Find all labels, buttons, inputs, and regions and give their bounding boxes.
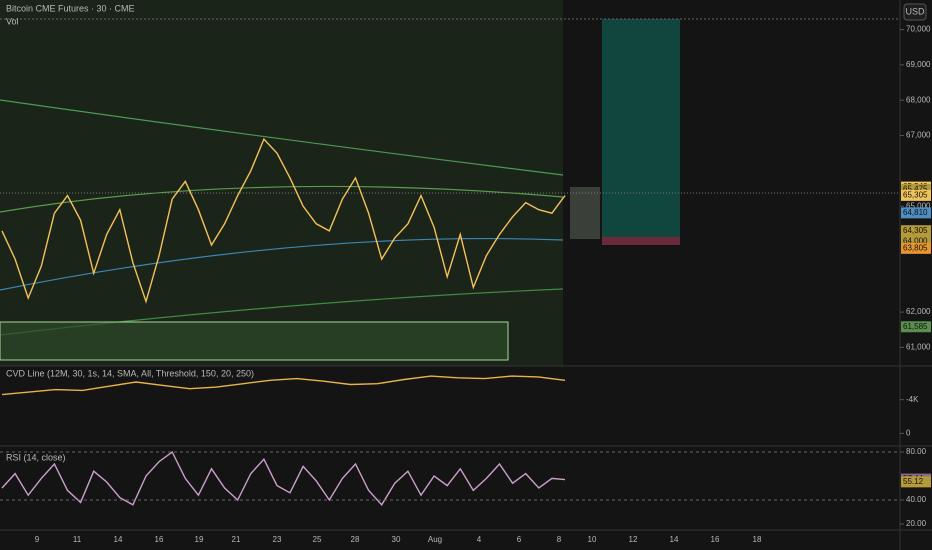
y-tick-label: 0 xyxy=(906,428,911,437)
date-label: 21 xyxy=(232,535,241,544)
date-label: 6 xyxy=(517,535,522,544)
volume-profile-box xyxy=(0,321,509,361)
date-label: 16 xyxy=(711,535,720,544)
date-label: 23 xyxy=(273,535,282,544)
date-label: 8 xyxy=(557,535,562,544)
price-line xyxy=(1,137,566,304)
price-badge xyxy=(901,225,931,237)
date-label: 11 xyxy=(73,535,82,544)
position-box xyxy=(570,187,600,239)
date-label: 14 xyxy=(670,535,679,544)
date-label: 16 xyxy=(155,535,164,544)
price-badge-label: 64,000 xyxy=(903,237,928,246)
price-badge xyxy=(901,189,931,201)
ma-line xyxy=(0,99,564,176)
y-tick-label: 67,000 xyxy=(906,131,931,140)
y-tick-label: 61,000 xyxy=(906,343,931,352)
date-label: 14 xyxy=(114,535,123,544)
target-zone xyxy=(602,19,680,237)
stop-zone xyxy=(602,237,680,245)
date-label: 18 xyxy=(753,535,762,544)
y-tick-label: 68,000 xyxy=(906,95,931,104)
date-label: 4 xyxy=(477,535,482,544)
price-badge-label: 65,305 xyxy=(903,190,928,199)
ma-line xyxy=(0,237,564,291)
y-tick-label: 20.00 xyxy=(906,519,927,528)
price-badge xyxy=(901,476,931,488)
price-badge-label: 64,305 xyxy=(903,226,928,235)
y-tick-label: -4K xyxy=(906,395,919,404)
date-label: 12 xyxy=(629,535,638,544)
y-tick-label: 80.00 xyxy=(906,447,927,456)
currency[interactable]: USD xyxy=(905,6,925,16)
cvd-line xyxy=(1,375,566,396)
rsi-label: RSI (14, close) xyxy=(6,452,66,462)
price-badge xyxy=(901,183,931,195)
price-badge xyxy=(901,207,931,219)
price-badge-label: 65,475 xyxy=(903,184,928,193)
price-badge-label: 61,585 xyxy=(903,322,928,331)
price-badge xyxy=(901,242,931,254)
date-label: 19 xyxy=(195,535,204,544)
date-label: Aug xyxy=(428,535,442,544)
price-badge xyxy=(901,321,931,333)
currency-button[interactable] xyxy=(903,3,927,21)
date-label: 30 xyxy=(392,535,401,544)
price-badge-label: 64,810 xyxy=(903,208,928,217)
volume-label: Vol xyxy=(6,16,19,26)
cvd-label: CVD Line (12M, 30, 1s, 14, SMA, All, Thr… xyxy=(6,368,254,378)
date-label: 9 xyxy=(35,535,40,544)
date-label: 28 xyxy=(351,535,360,544)
price-badge-label: 63,805 xyxy=(903,243,928,252)
chart-title: Bitcoin CME Futures · 30 · CME xyxy=(6,3,135,13)
price-badge-label: 55.12 xyxy=(903,477,924,486)
rsi-line xyxy=(1,450,566,506)
y-tick-label: 62,000 xyxy=(906,307,931,316)
session-shade xyxy=(0,0,563,366)
date-label: 25 xyxy=(313,535,322,544)
y-tick-label: 69,000 xyxy=(906,60,931,69)
y-tick-label: 65,000 xyxy=(906,201,931,210)
price-badge xyxy=(901,235,931,247)
date-label: 10 xyxy=(588,535,597,544)
y-tick-label: 40.00 xyxy=(906,495,927,504)
y-tick-label: 70,000 xyxy=(906,25,931,34)
